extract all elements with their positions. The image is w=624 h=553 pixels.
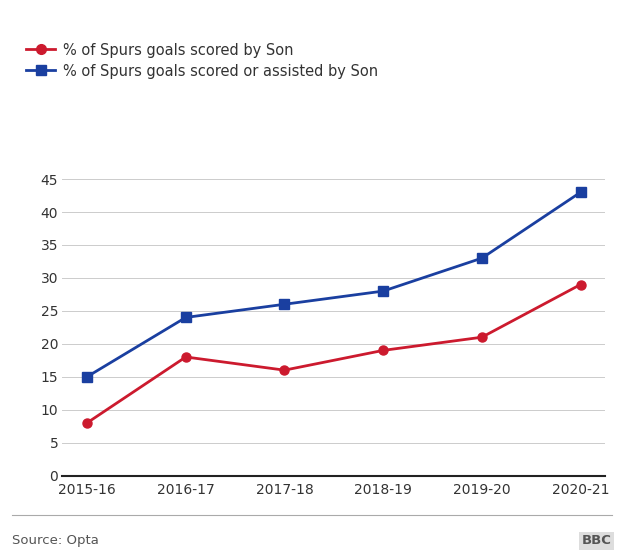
Legend: % of Spurs goals scored by Son, % of Spurs goals scored or assisted by Son: % of Spurs goals scored by Son, % of Spu…: [26, 43, 378, 79]
Text: Source: Opta: Source: Opta: [12, 534, 99, 547]
Text: BBC: BBC: [582, 534, 612, 547]
